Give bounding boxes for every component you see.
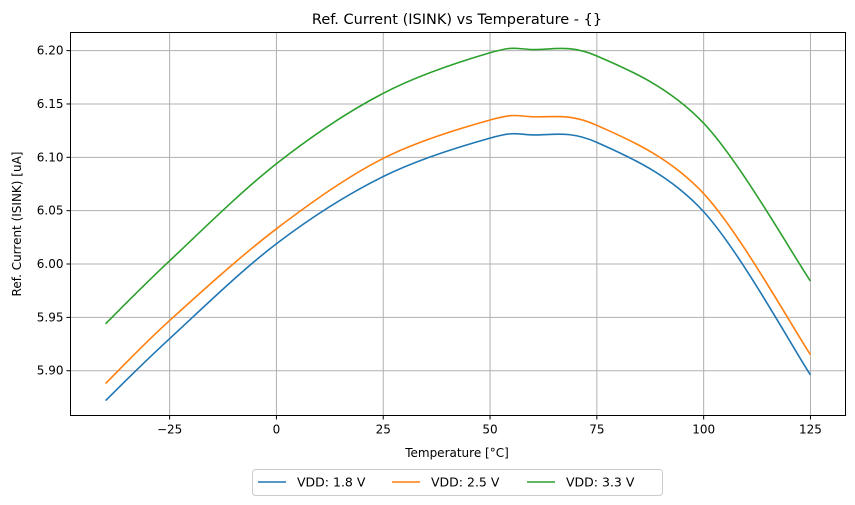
y-tick-label: 6.00 bbox=[37, 257, 64, 271]
y-ticks: 5.90 5.95 6.00 6.05 6.10 6.15 6.20 bbox=[37, 44, 71, 378]
grid bbox=[70, 32, 846, 416]
y-tick-label: 5.90 bbox=[37, 364, 64, 378]
y-tick-label: 6.20 bbox=[37, 44, 64, 58]
chart-title: Ref. Current (ISINK) vs Temperature - {} bbox=[312, 12, 602, 28]
x-tick-label: 100 bbox=[692, 423, 715, 437]
legend-label: VDD: 2.5 V bbox=[431, 475, 500, 490]
x-tick-label: 0 bbox=[273, 423, 281, 437]
series-lines bbox=[104, 47, 812, 402]
x-tick-label: 50 bbox=[482, 423, 497, 437]
legend-label: VDD: 3.3 V bbox=[566, 475, 635, 490]
series-line-1 bbox=[104, 132, 812, 402]
series-line-2 bbox=[104, 114, 812, 385]
x-tick-label: 125 bbox=[799, 423, 822, 437]
y-tick-label: 6.15 bbox=[37, 97, 64, 111]
x-axis-label: Temperature [°C] bbox=[404, 446, 509, 460]
y-tick-label: 6.10 bbox=[37, 150, 64, 164]
y-axis-label: Ref. Current (ISINK) [uA] bbox=[10, 152, 24, 297]
legend-box bbox=[252, 469, 663, 496]
y-tick-label: 5.95 bbox=[37, 310, 64, 324]
plot-frame bbox=[70, 32, 846, 416]
legend: VDD: 1.8 V VDD: 2.5 V VDD: 3.3 V bbox=[252, 469, 663, 496]
series-line-3 bbox=[104, 47, 812, 325]
x-tick-label: −25 bbox=[157, 423, 182, 437]
x-tick-label: 75 bbox=[589, 423, 604, 437]
x-ticks: −25 0 25 50 75 100 125 bbox=[157, 415, 822, 437]
x-tick-label: 25 bbox=[376, 423, 391, 437]
legend-label: VDD: 1.8 V bbox=[297, 475, 366, 490]
y-tick-label: 6.05 bbox=[37, 204, 64, 218]
